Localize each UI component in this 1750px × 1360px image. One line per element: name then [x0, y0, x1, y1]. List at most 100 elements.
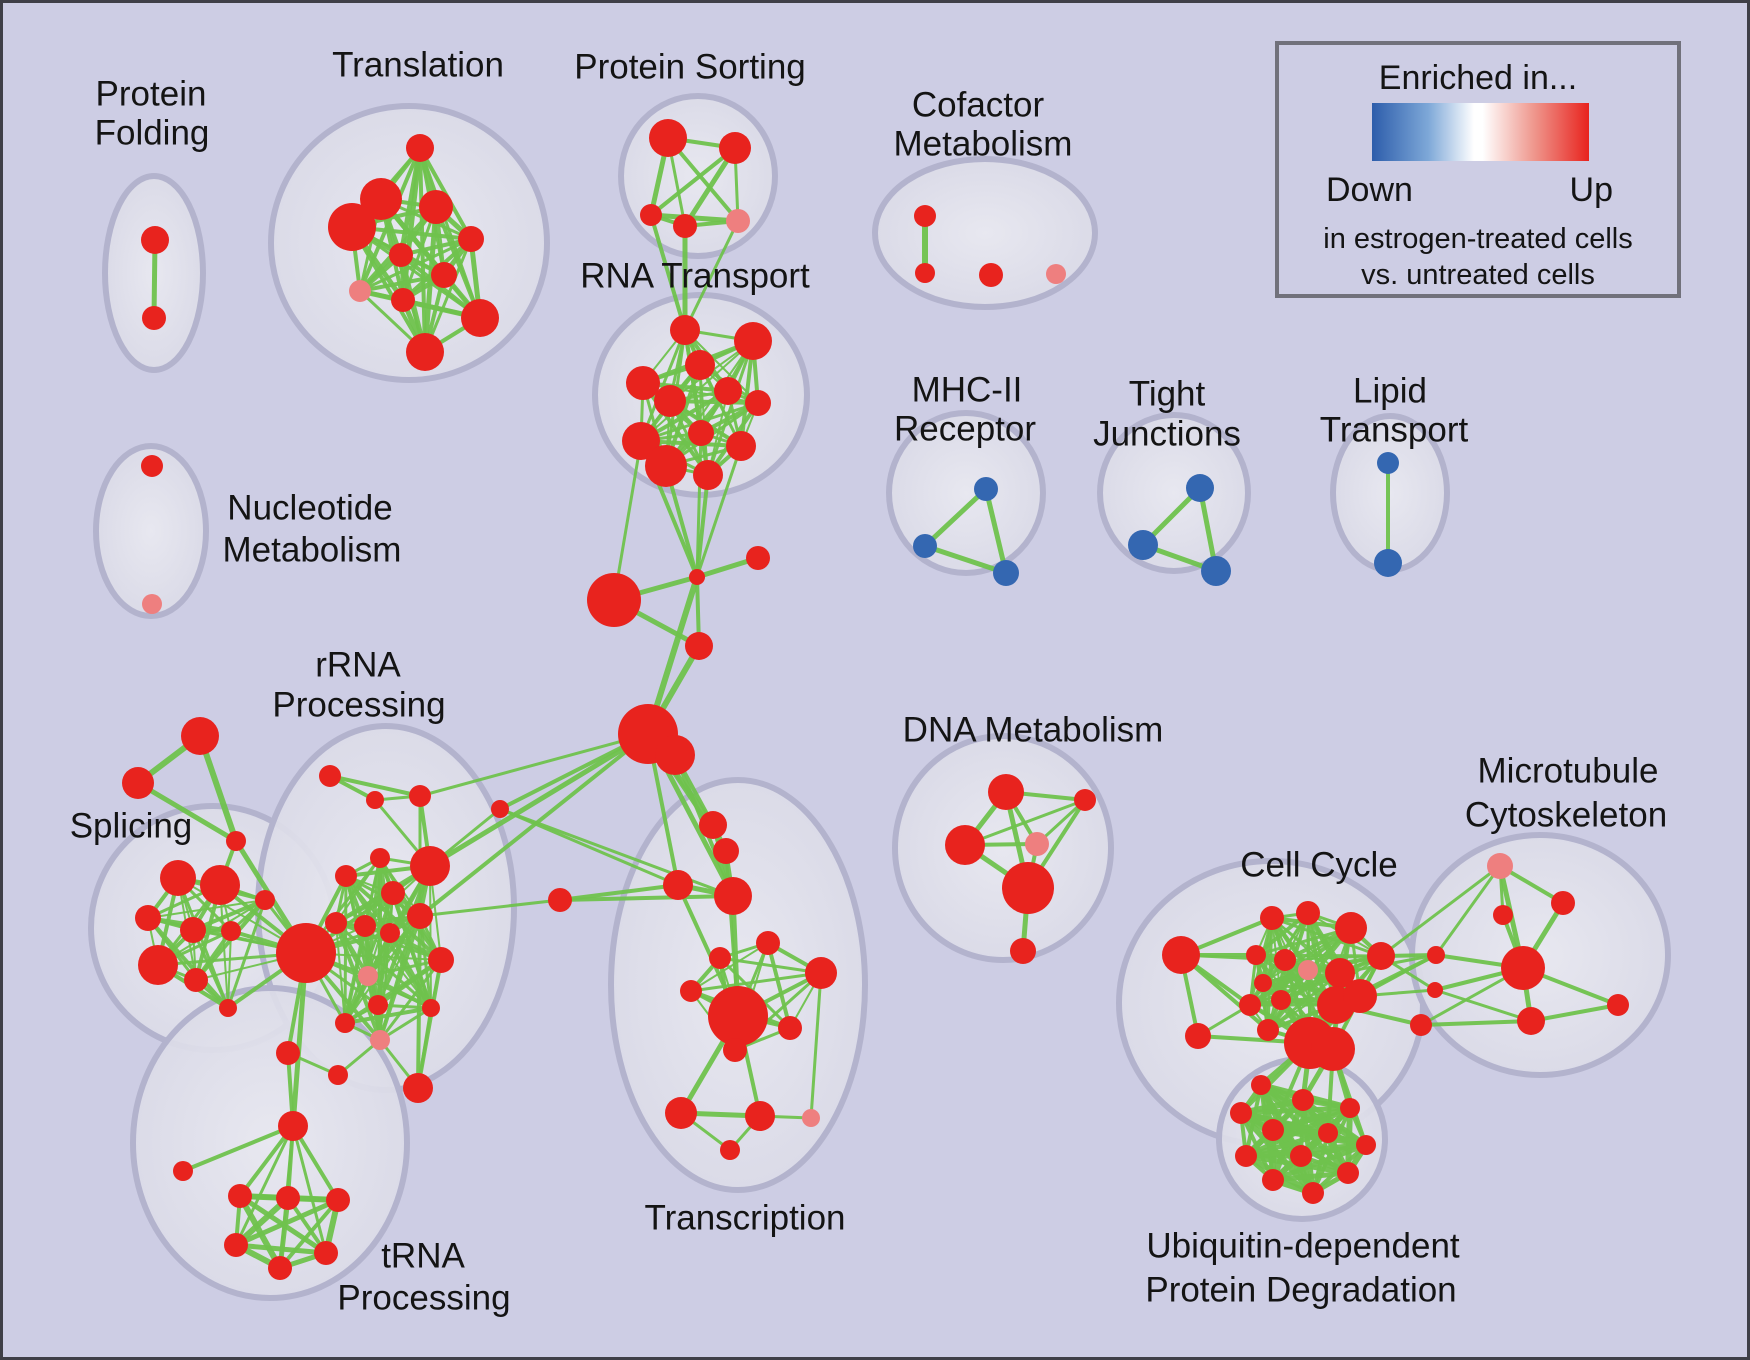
network-node [335, 865, 357, 887]
network-node [719, 132, 751, 164]
legend-title: Enriched in... [1378, 59, 1578, 97]
network-edge [963, 798, 1087, 847]
network-node [142, 306, 166, 330]
network-node [1251, 1075, 1271, 1095]
network-node [1046, 264, 1066, 284]
network-node [1271, 990, 1291, 1010]
network-edge [649, 213, 687, 332]
network-node [720, 1140, 740, 1160]
network-node [354, 915, 376, 937]
network-edge [1433, 988, 1533, 1023]
network-node [180, 917, 206, 943]
network-edge [649, 146, 737, 217]
network-node [1311, 1027, 1355, 1071]
network-node [988, 774, 1024, 810]
network-node [358, 966, 378, 986]
network-node [135, 905, 161, 931]
network-node [1607, 994, 1629, 1016]
network-edge [1179, 953, 1270, 1032]
network-node [1239, 994, 1261, 1016]
network-edge [366, 914, 422, 978]
network-node [370, 1030, 390, 1050]
network-node [1254, 974, 1272, 992]
network-node [319, 765, 341, 787]
network-node [723, 1038, 747, 1062]
network-edge [1284, 955, 1382, 961]
network-edge [427, 731, 651, 869]
cluster-bubble-dna-metabolism [892, 733, 1114, 963]
network-node [228, 1184, 252, 1208]
cluster-label-mhc-ii-receptor: MHC-II [912, 371, 1023, 410]
network-node [1517, 1007, 1545, 1035]
cluster-label-cofactor-metabolism: Metabolism [894, 125, 1073, 164]
network-node [802, 1109, 820, 1127]
network-node [141, 455, 163, 477]
network-edge [233, 1197, 341, 1248]
network-node [160, 860, 196, 896]
network-edge [418, 898, 562, 918]
network-node [913, 534, 937, 558]
network-node [268, 1256, 292, 1280]
network-node [655, 735, 695, 775]
network-node [1296, 901, 1320, 925]
network-edge [434, 205, 482, 320]
network-edge [683, 219, 740, 332]
network-node [1074, 789, 1096, 811]
network-edge [922, 543, 1009, 576]
network-node [756, 931, 780, 955]
legend-gradient-bar [1372, 103, 1589, 161]
network-node [409, 785, 431, 807]
network-edge [558, 894, 735, 902]
network-node [370, 848, 390, 868]
network-node [368, 995, 388, 1015]
network-node [1274, 949, 1296, 971]
network-node [714, 377, 742, 405]
network-node [713, 838, 739, 864]
network-edge [181, 1124, 295, 1173]
network-node [122, 767, 154, 799]
network-node [805, 957, 837, 989]
cluster-label-dna-metabolism: DNA Metabolism [903, 711, 1164, 750]
network-node [419, 190, 453, 224]
network-node [255, 890, 275, 910]
network-edge [278, 1198, 340, 1270]
network-edge [983, 486, 1009, 576]
network-node [391, 288, 415, 312]
network-node [1262, 1119, 1284, 1141]
network-node [1337, 1162, 1359, 1184]
network-node [1186, 474, 1214, 502]
network-node [328, 203, 376, 251]
cluster-label-microtubule-cytoskeleton: Cytoskeleton [1465, 796, 1667, 835]
network-node [381, 881, 405, 905]
network-node [745, 1101, 775, 1131]
network-edge [558, 883, 680, 902]
network-node [1318, 1123, 1338, 1143]
cluster-label-nucleotide-metabolism: Metabolism [223, 531, 402, 570]
network-node [224, 1233, 248, 1257]
network-node [366, 791, 384, 809]
network-node [181, 717, 219, 755]
network-node [640, 204, 662, 226]
network-node [709, 947, 731, 969]
network-node [974, 477, 998, 501]
network-edge [350, 225, 427, 354]
network-node [184, 968, 208, 992]
network-edge [1261, 954, 1383, 985]
network-edge [343, 1006, 433, 1025]
cluster-label-lipid-transport: Lipid [1353, 372, 1427, 411]
network-edge [378, 914, 422, 1042]
network-node [993, 560, 1019, 586]
network-node [673, 214, 697, 238]
network-node [138, 945, 178, 985]
cluster-label-ubiquitin-degradation: Protein Degradation [1145, 1271, 1456, 1310]
network-node [349, 280, 371, 302]
cluster-label-trna-processing: tRNA [381, 1237, 465, 1276]
network-node [1162, 936, 1200, 974]
network-node [1367, 942, 1395, 970]
network-node [142, 594, 162, 614]
network-node [173, 1161, 193, 1181]
network-node [1002, 862, 1054, 914]
network-node [665, 1097, 697, 1129]
